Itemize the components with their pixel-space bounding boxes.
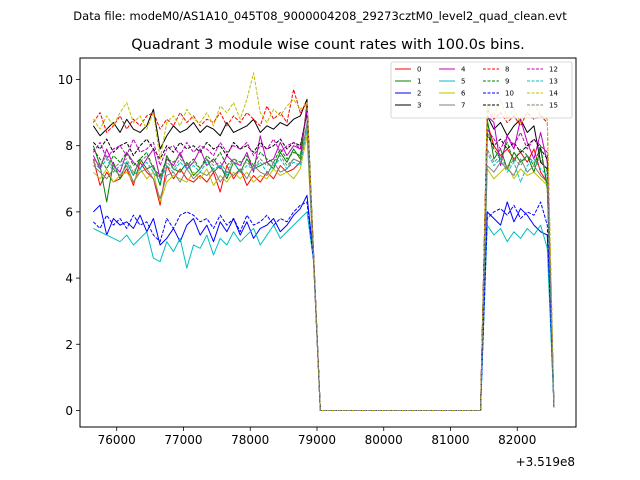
- legend-label-3: 3: [417, 102, 421, 110]
- series-line-1: [92, 105, 555, 411]
- series-lines: [92, 72, 555, 411]
- legend-label-14: 14: [549, 90, 558, 98]
- x-tick-label: 81000: [431, 433, 469, 447]
- x-tick-label: 82000: [498, 433, 536, 447]
- y-tick-label: 4: [65, 272, 73, 286]
- legend-label-9: 9: [505, 78, 509, 86]
- x-tick-label: 80000: [365, 433, 403, 447]
- legend-label-1: 1: [417, 78, 421, 86]
- legend-label-0: 0: [417, 66, 421, 74]
- series-line-15: [92, 125, 555, 411]
- y-tick-label: 2: [65, 338, 73, 352]
- legend-label-11: 11: [505, 102, 514, 110]
- series-line-9: [92, 108, 555, 411]
- legend-label-7: 7: [461, 102, 465, 110]
- x-axis-ticks: 76000 77000 78000 79000 80000 81000 82000: [98, 427, 536, 447]
- legend-label-12: 12: [549, 66, 558, 74]
- legend-label-2: 2: [417, 90, 421, 98]
- legend-label-6: 6: [461, 90, 466, 98]
- legend-label-13: 13: [549, 78, 558, 86]
- legend-label-5: 5: [461, 78, 465, 86]
- series-line-12: [92, 108, 555, 411]
- x-tick-label: 79000: [298, 433, 336, 447]
- series-line-6: [92, 135, 555, 411]
- legend-label-4: 4: [461, 66, 466, 74]
- legend-label-15: 15: [549, 102, 558, 110]
- chart-title: Quadrant 3 module wise count rates with …: [131, 37, 525, 53]
- x-offset-label: +3.519e8: [516, 455, 575, 469]
- series-line-10: [92, 201, 555, 411]
- y-axis-ticks: 0 2 4 6 8 10: [58, 73, 80, 418]
- y-tick-label: 8: [65, 139, 73, 153]
- y-tick-label: 10: [58, 73, 73, 87]
- plot-frame: [79, 57, 577, 428]
- y-tick-label: 0: [65, 404, 73, 418]
- series-line-13: [92, 128, 555, 411]
- figure-suptitle: Data file: modeM0/AS1A10_045T08_90000042…: [73, 9, 567, 23]
- x-tick-label: 78000: [231, 433, 269, 447]
- legend-label-10: 10: [505, 90, 514, 98]
- x-tick-label: 77000: [164, 433, 202, 447]
- x-tick-label: 76000: [98, 433, 136, 447]
- series-line-5: [93, 211, 555, 411]
- series-line-2: [92, 194, 555, 411]
- legend-frame: [390, 61, 573, 119]
- legend-label-8: 8: [505, 66, 509, 74]
- y-tick-label: 6: [65, 205, 73, 219]
- series-line-7: [92, 122, 555, 411]
- series-line-0: [92, 102, 555, 411]
